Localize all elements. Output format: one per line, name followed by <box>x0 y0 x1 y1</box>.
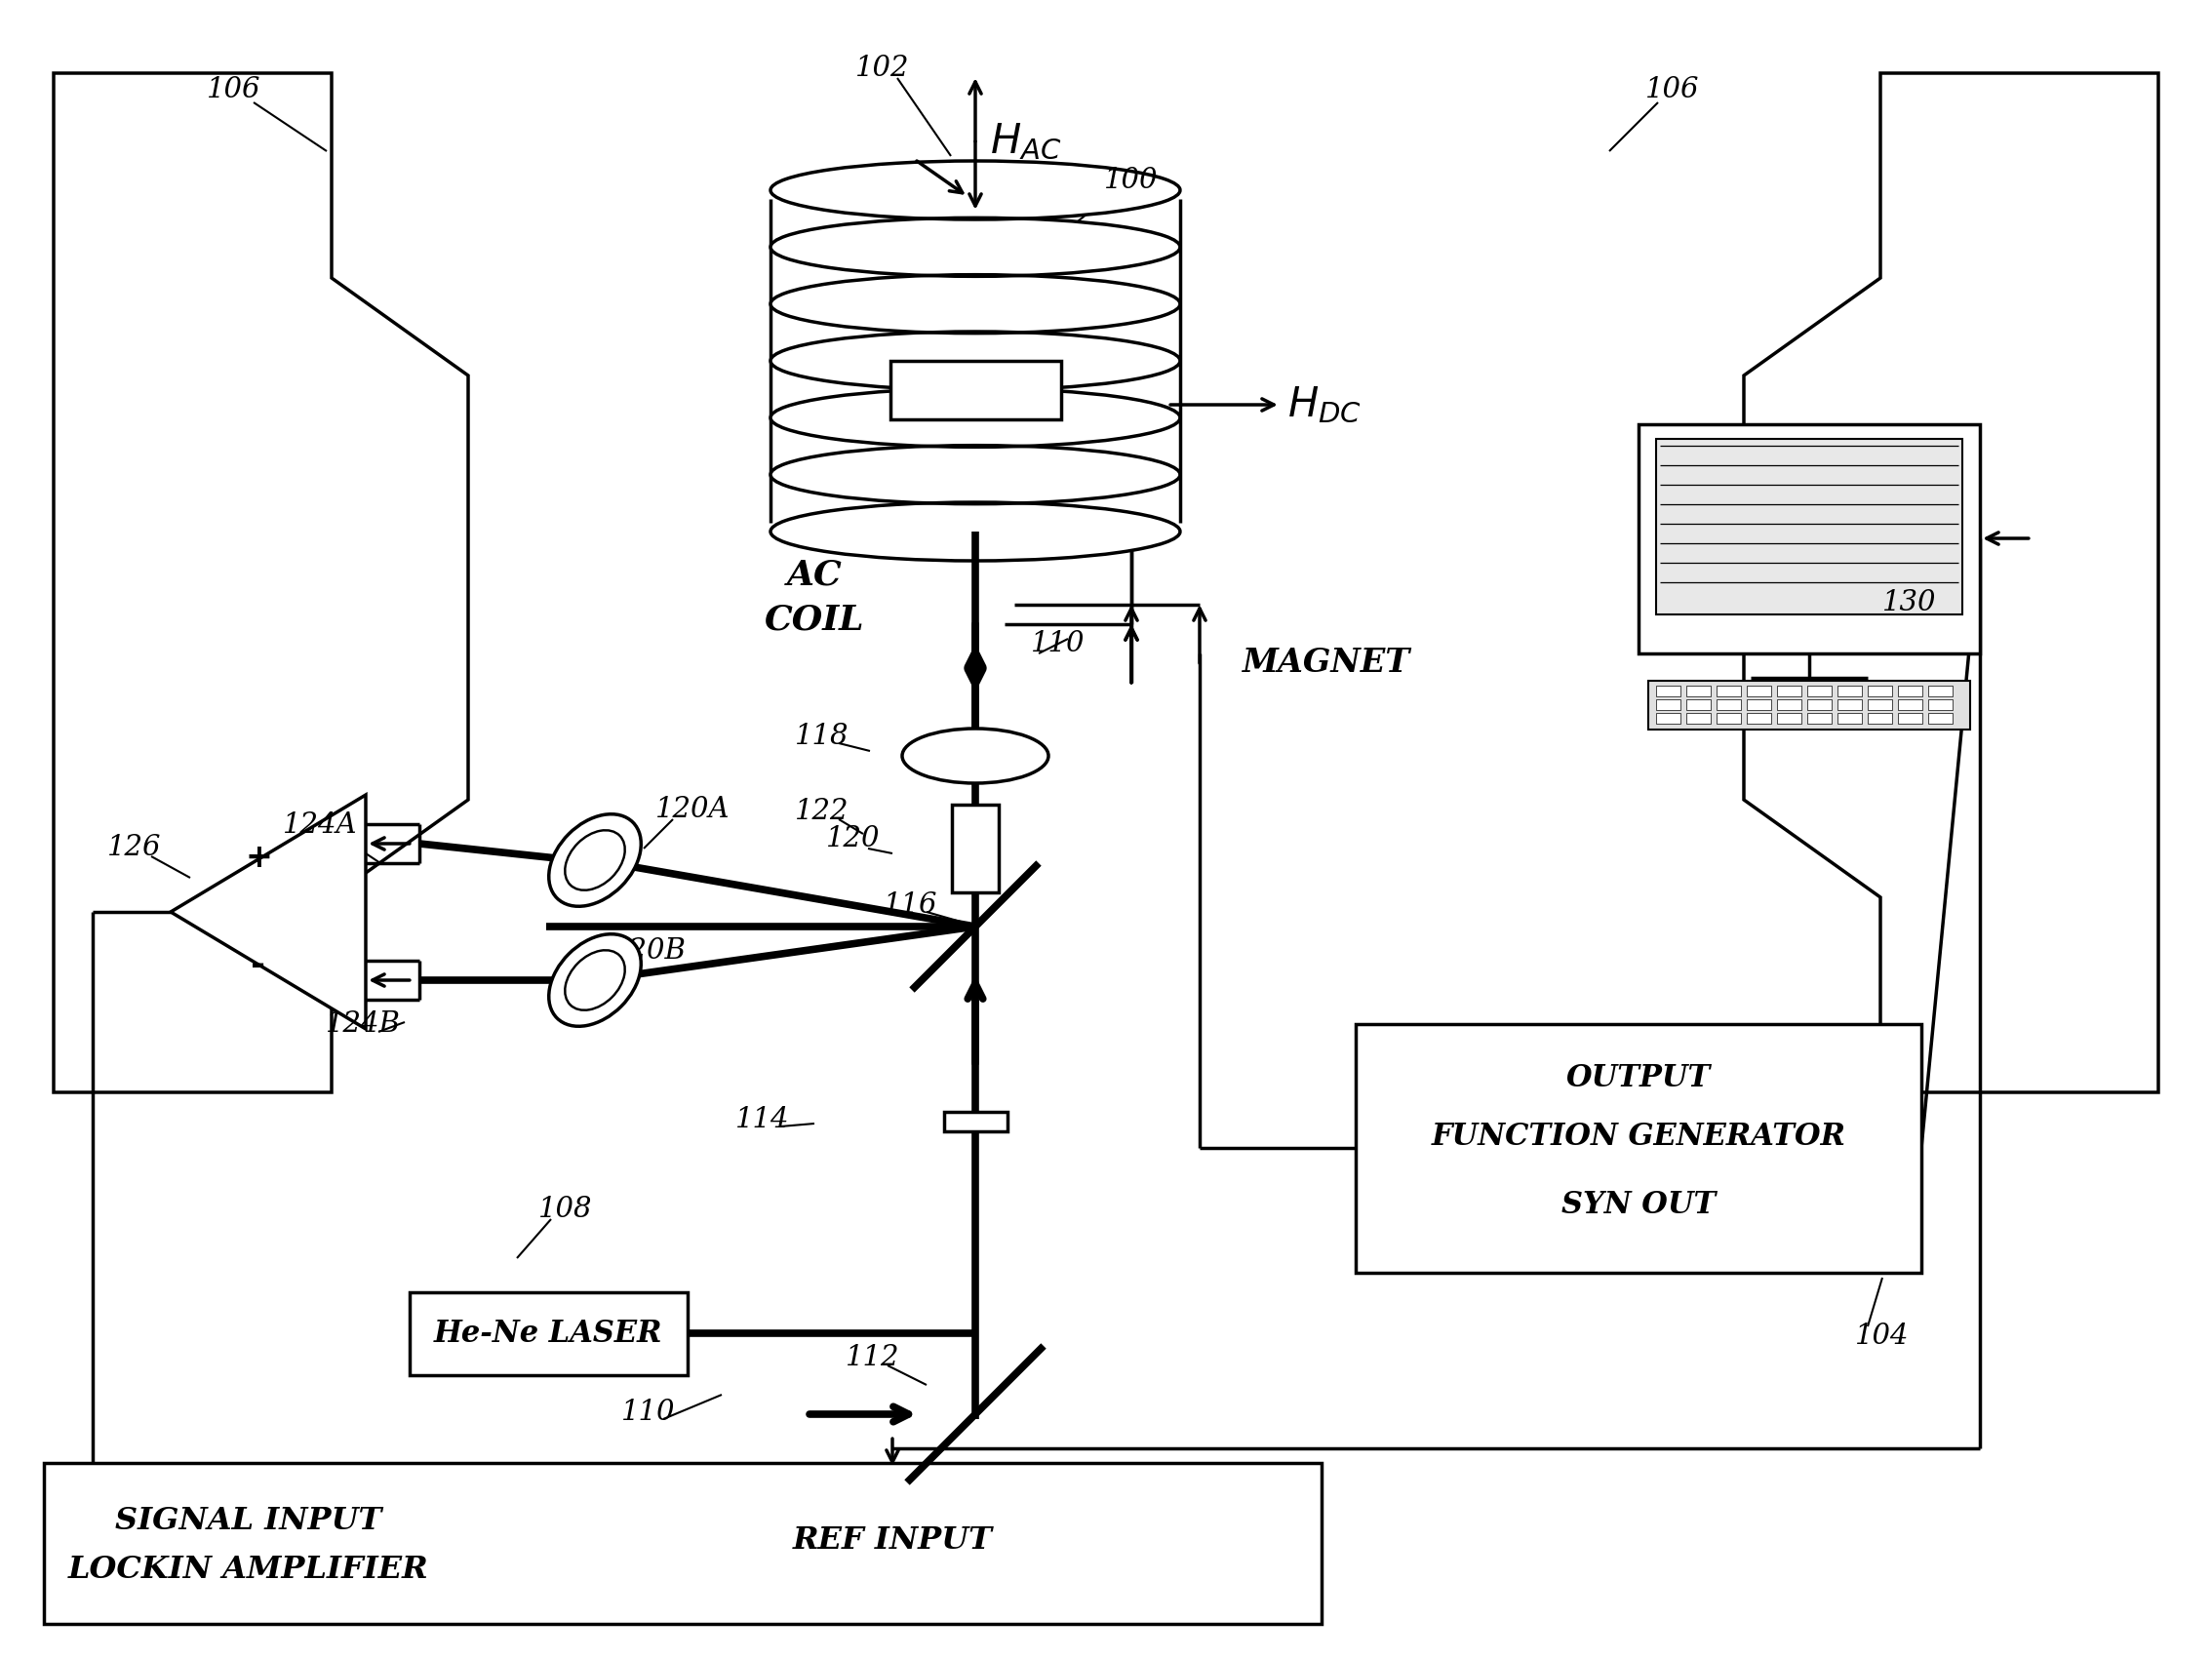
Text: 110: 110 <box>1031 630 1086 657</box>
Text: 104: 104 <box>1856 1322 1909 1350</box>
Ellipse shape <box>902 728 1048 783</box>
Ellipse shape <box>770 503 1181 561</box>
Bar <box>1747 700 1772 710</box>
Text: LOCKIN AMPLIFIER: LOCKIN AMPLIFIER <box>69 1554 429 1586</box>
Text: $H_{AC}$: $H_{AC}$ <box>991 121 1062 163</box>
Text: 126: 126 <box>108 834 161 861</box>
Text: 116: 116 <box>885 891 938 919</box>
Text: 114: 114 <box>737 1107 790 1133</box>
Bar <box>1867 685 1891 697</box>
Text: FUNCTION GENERATOR: FUNCTION GENERATOR <box>1431 1121 1845 1151</box>
Text: +: + <box>246 843 272 874</box>
Text: 120A: 120A <box>655 796 730 823</box>
Bar <box>1929 700 1953 710</box>
Text: 120B: 120B <box>611 937 686 964</box>
Text: 130: 130 <box>1882 589 1938 617</box>
Text: MAGNET: MAGNET <box>1243 647 1411 679</box>
Bar <box>1776 700 1801 710</box>
Text: He-Ne LASER: He-Ne LASER <box>434 1319 661 1349</box>
Bar <box>1639 425 1980 654</box>
Bar <box>1838 700 1863 710</box>
Text: SIGNAL INPUT: SIGNAL INPUT <box>115 1506 383 1536</box>
Bar <box>1356 1024 1922 1272</box>
Bar <box>1838 685 1863 697</box>
Ellipse shape <box>770 275 1181 333</box>
Text: 108: 108 <box>538 1196 593 1223</box>
Text: 124B: 124B <box>325 1010 400 1039</box>
Ellipse shape <box>770 161 1181 219</box>
Bar <box>1898 713 1922 723</box>
Bar <box>1657 685 1681 697</box>
Bar <box>1717 713 1741 723</box>
Bar <box>1717 685 1741 697</box>
Text: 106: 106 <box>1646 76 1699 103</box>
Text: 118: 118 <box>794 723 849 750</box>
Text: AC: AC <box>787 559 843 592</box>
Text: 100: 100 <box>1104 168 1159 194</box>
Bar <box>1929 685 1953 697</box>
Bar <box>1686 713 1710 723</box>
Text: $H_{DC}$: $H_{DC}$ <box>1287 385 1363 425</box>
Ellipse shape <box>549 815 641 906</box>
Text: COIL: COIL <box>765 602 865 635</box>
Text: SYN OUT: SYN OUT <box>1562 1190 1717 1219</box>
Bar <box>1686 685 1710 697</box>
Bar <box>1807 700 1832 710</box>
Bar <box>1657 713 1681 723</box>
Bar <box>1648 680 1971 730</box>
Bar <box>1838 713 1863 723</box>
Text: 110: 110 <box>622 1399 675 1425</box>
Polygon shape <box>170 795 365 1029</box>
Polygon shape <box>1743 73 2159 1092</box>
Text: 124A: 124A <box>283 811 356 839</box>
Bar <box>1686 700 1710 710</box>
Text: REF INPUT: REF INPUT <box>792 1526 993 1556</box>
Bar <box>891 362 1062 420</box>
Polygon shape <box>53 73 469 1092</box>
Ellipse shape <box>564 830 626 891</box>
Ellipse shape <box>770 445 1181 504</box>
Ellipse shape <box>770 388 1181 446</box>
Text: 112: 112 <box>845 1344 900 1372</box>
Bar <box>951 805 998 893</box>
Bar <box>1657 700 1681 710</box>
Bar <box>1898 685 1922 697</box>
Text: 106: 106 <box>208 76 261 103</box>
Bar <box>1898 700 1922 710</box>
Bar <box>1776 685 1801 697</box>
Ellipse shape <box>564 951 626 1010</box>
Text: 120: 120 <box>827 825 880 853</box>
Bar <box>1657 440 1962 614</box>
Text: OUTPUT: OUTPUT <box>1566 1063 1710 1093</box>
Bar <box>44 1463 1321 1624</box>
Bar <box>945 1112 1006 1131</box>
Text: 122: 122 <box>794 798 849 825</box>
Bar <box>1776 713 1801 723</box>
Bar <box>1867 713 1891 723</box>
Ellipse shape <box>770 217 1181 277</box>
Bar <box>1747 713 1772 723</box>
Bar <box>1807 685 1832 697</box>
Bar <box>1717 700 1741 710</box>
Ellipse shape <box>549 934 641 1027</box>
Text: -: - <box>252 949 265 982</box>
Bar <box>1747 685 1772 697</box>
Ellipse shape <box>770 332 1181 390</box>
Text: 102: 102 <box>856 55 909 81</box>
Bar <box>1807 713 1832 723</box>
Bar <box>1867 700 1891 710</box>
Bar <box>409 1292 688 1375</box>
Bar <box>1929 713 1953 723</box>
